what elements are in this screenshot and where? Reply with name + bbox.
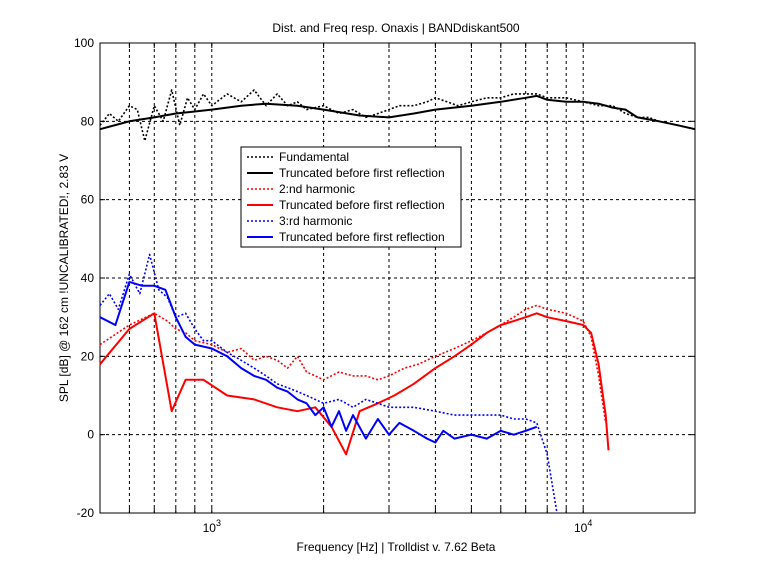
- legend-entry: Fundamental: [279, 150, 349, 164]
- series-layer: [99, 89, 696, 514]
- y-tick-label: 100: [74, 36, 94, 50]
- legend-entry: Truncated before first reflection: [279, 166, 445, 180]
- gridlines: [100, 43, 695, 513]
- y-tick-label: 20: [81, 349, 95, 363]
- legend-entry: 3:rd harmonic: [279, 214, 352, 228]
- series-line-6: [99, 280, 538, 444]
- series-line-3: [99, 304, 607, 424]
- x-tick-label: 103: [203, 518, 221, 535]
- y-tick-label: 60: [81, 193, 95, 207]
- y-tick-label: 80: [81, 114, 95, 128]
- legend-entry: Truncated before first reflection: [279, 198, 445, 212]
- y-tick-label: -20: [77, 506, 95, 520]
- axes-box: [99, 42, 696, 514]
- legend: Fundamental Truncated before first reflec…: [240, 146, 462, 248]
- y-tick-label: 40: [81, 271, 95, 285]
- axis-ticks: -20 0 20 40 60 80 100 103 104: [74, 36, 695, 535]
- series-line-1: [99, 89, 696, 142]
- chart-title: Dist. and Freq resp. Onaxis | BANDdiskan…: [272, 21, 520, 35]
- series-line-5: [99, 253, 558, 514]
- series-line-2: [99, 94, 696, 131]
- series-line-4: [99, 312, 610, 456]
- legend-box: [240, 146, 462, 248]
- x-axis-label: Frequency [Hz] | Trolldist v. 7.62 Beta: [297, 540, 496, 554]
- plot-area: -20 0 20 40 60 80 100 103 104: [74, 36, 696, 535]
- legend-entry: 2:nd harmonic: [279, 182, 355, 196]
- legend-entry: Truncated before first reflection: [279, 230, 445, 244]
- y-axis-label: SPL [dB] @ 162 cm !UNCALIBRATED!, 2.83 V: [57, 154, 71, 402]
- x-tick-label: 104: [574, 518, 592, 535]
- y-tick-label: 0: [87, 428, 94, 442]
